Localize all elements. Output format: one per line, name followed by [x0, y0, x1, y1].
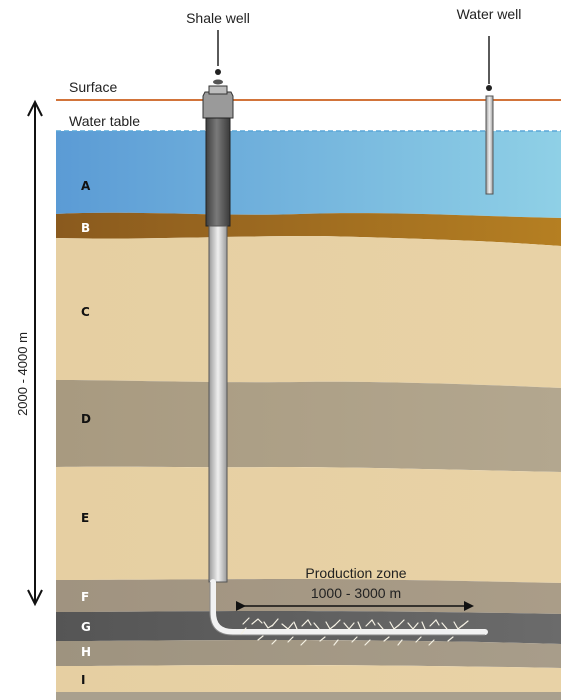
- layer-I: [56, 665, 561, 692]
- water-table-label: Water table: [69, 113, 140, 129]
- fracture-zone: [240, 617, 469, 646]
- wellhead-cap: [213, 79, 223, 85]
- layer-B: [56, 212, 561, 246]
- water-well-label: Water well: [457, 6, 522, 22]
- depth-arrowhead-down: [27, 589, 43, 607]
- layer-label-I: I: [81, 673, 85, 687]
- layer-label-A: A: [81, 179, 91, 193]
- shale-well-label: Shale well: [186, 10, 250, 26]
- bottom-strip: [56, 692, 561, 700]
- layer-A: [56, 131, 561, 218]
- depth-label: 2000 - 4000 m: [15, 332, 30, 416]
- wellhead-collar: [208, 85, 228, 95]
- strata: [56, 131, 561, 700]
- layer-E: [56, 466, 561, 583]
- layer-label-E: E: [81, 511, 89, 525]
- production-range-label: 1000 - 3000 m: [311, 585, 401, 601]
- layer-G: [56, 611, 561, 644]
- layer-D: [56, 380, 561, 472]
- layer-label-H: H: [81, 645, 91, 659]
- horizontal-pipe-edge: [209, 582, 485, 636]
- layer-label-B: B: [81, 221, 90, 235]
- layer-label-D: D: [81, 412, 91, 426]
- well-casing: [205, 117, 231, 227]
- depth-indicator: 2000 - 4000 m: [15, 99, 43, 607]
- horizontal-pipe: [210, 579, 488, 635]
- depth-arrowhead-up: [27, 99, 43, 117]
- shale-well: Shale well: [186, 10, 488, 636]
- layer-label-F: F: [81, 590, 89, 604]
- surface-label: Surface: [69, 79, 117, 95]
- layer-F: [56, 579, 561, 614]
- layer-H: [56, 640, 561, 668]
- layer-label-G: G: [81, 620, 91, 634]
- layer-label-C: C: [81, 305, 90, 319]
- layer-labels: A B C D E F G H I: [81, 179, 91, 687]
- shale-well-pointer-dot: [215, 69, 221, 75]
- production-zone-label: Production zone: [305, 565, 406, 581]
- water-well-pointer-dot: [486, 85, 492, 91]
- water-well: Water well: [457, 6, 522, 195]
- wellhead: [202, 91, 234, 119]
- well-pipe: [208, 225, 228, 583]
- layer-C: [56, 236, 561, 388]
- water-well-pipe: [485, 95, 494, 195]
